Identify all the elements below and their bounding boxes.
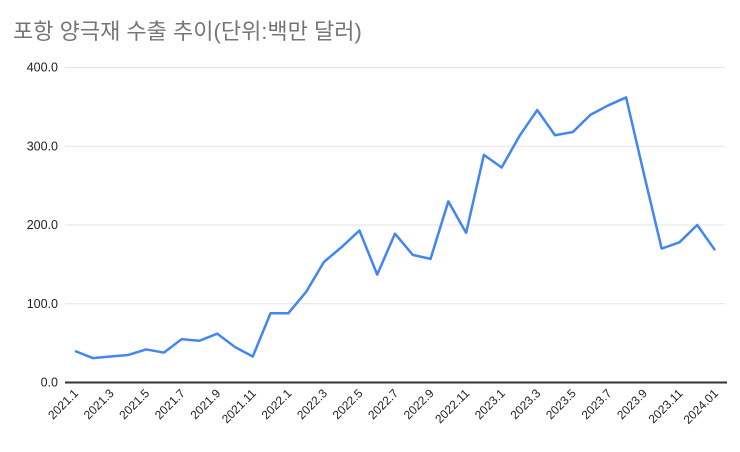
x-axis-tick-label: 2021.7 [152,386,188,422]
x-axis-tick-label: 2021.3 [81,386,117,422]
y-axis-tick-label: 400.0 [27,61,58,75]
x-axis-tick-label: 2021.1 [45,386,81,422]
x-axis-tick-label: 2023.7 [579,386,615,422]
y-axis-tick-label: 200.0 [27,218,58,232]
x-axis-tick-label: 2022.5 [330,386,366,422]
chart-title: 포항 양극재 수출 추이(단위:백만 달러) [13,19,362,44]
x-axis-tick-label: 2022.11 [432,386,472,426]
x-axis-tick-label: 2022.1 [259,386,295,422]
series-line [74,96,717,360]
y-axis-tick-label: 300.0 [27,139,58,153]
y-axis-tick-label: 100.0 [27,297,58,311]
x-axis-tick-label: 2021.11 [219,386,259,426]
x-axis-tick-label: 2023.5 [543,386,579,422]
x-axis-tick-label: 2024.01 [681,386,722,427]
x-axis-tick-label: 2022.3 [294,386,330,422]
x-axis-tick-label: 2023.3 [507,386,543,422]
x-axis-tick-label: 2023.11 [646,386,686,426]
x-axis-tick-label: 2021.5 [116,386,152,422]
x-axis-tick-label: 2022.7 [365,386,401,422]
y-axis-tick-label: 0.0 [41,376,58,390]
x-axis-tick-label: 2023.1 [472,386,508,422]
